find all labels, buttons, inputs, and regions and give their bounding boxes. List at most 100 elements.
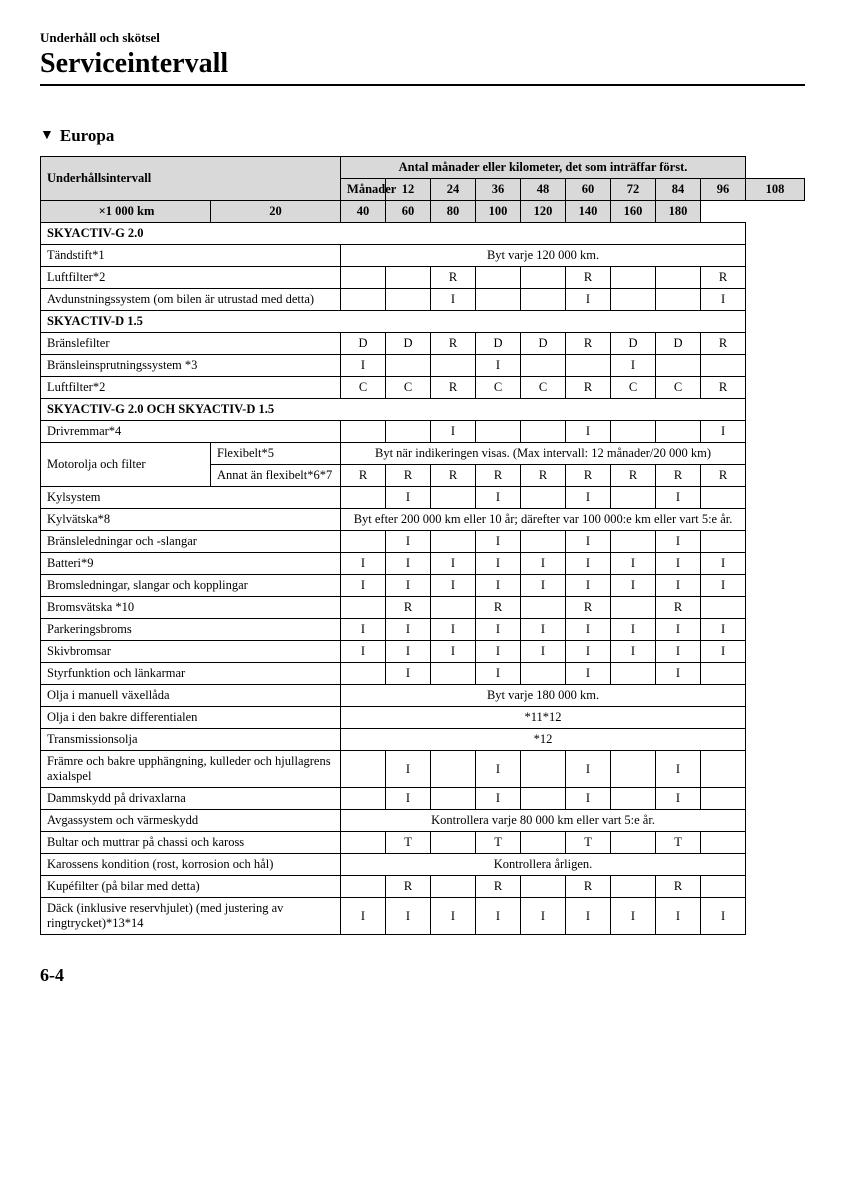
cell: R <box>566 876 611 898</box>
cell: I <box>521 619 566 641</box>
row-label: Bromsvätska *10 <box>41 597 341 619</box>
row-label: Luftfilter*2 <box>41 267 341 289</box>
cell: I <box>386 531 431 553</box>
cell <box>521 788 566 810</box>
cell: I <box>566 289 611 311</box>
cell: R <box>431 267 476 289</box>
row-label: Avdunstningssystem (om bilen är utrustad… <box>41 289 341 311</box>
maintenance-table: Underhållsintervall Antal månader eller … <box>40 156 805 935</box>
row-label: Dammskydd på drivaxlarna <box>41 788 341 810</box>
cell <box>701 663 746 685</box>
cell: D <box>521 333 566 355</box>
cell: R <box>701 377 746 399</box>
row-note: Byt varje 180 000 km. <box>341 685 746 707</box>
cell: I <box>566 575 611 597</box>
cell: I <box>701 641 746 663</box>
row-label: Olja i den bakre differentialen <box>41 707 341 729</box>
cell: D <box>476 333 521 355</box>
cell <box>341 289 386 311</box>
cell <box>701 751 746 788</box>
cell: I <box>566 421 611 443</box>
th-km: 120 <box>521 201 566 223</box>
section-label: Europa <box>60 126 115 146</box>
cell: R <box>656 876 701 898</box>
cell: I <box>431 421 476 443</box>
cell: I <box>431 553 476 575</box>
cell <box>611 788 656 810</box>
cell: I <box>611 553 656 575</box>
cell <box>386 421 431 443</box>
cell: I <box>476 575 521 597</box>
cell: D <box>611 333 656 355</box>
cell <box>701 597 746 619</box>
row-note: Byt efter 200 000 km eller 10 år; däreft… <box>341 509 746 531</box>
cell: I <box>701 553 746 575</box>
th-km: 20 <box>211 201 341 223</box>
group-header: SKYACTIV-G 2.0 <box>41 223 746 245</box>
cell: I <box>521 575 566 597</box>
row-note: *11*12 <box>341 707 746 729</box>
cell <box>431 663 476 685</box>
row-label: Transmissionsolja <box>41 729 341 751</box>
cell: T <box>656 832 701 854</box>
cell: R <box>566 333 611 355</box>
cell <box>521 355 566 377</box>
cell <box>341 751 386 788</box>
th-month: 48 <box>521 179 566 201</box>
cell <box>341 487 386 509</box>
cell <box>701 487 746 509</box>
cell <box>386 267 431 289</box>
cell: I <box>341 898 386 935</box>
cell: I <box>656 788 701 810</box>
cell <box>341 267 386 289</box>
cell: I <box>656 898 701 935</box>
cell <box>656 289 701 311</box>
cell: T <box>386 832 431 854</box>
cell: I <box>611 575 656 597</box>
th-km: 160 <box>611 201 656 223</box>
cell: I <box>341 641 386 663</box>
cell: I <box>431 575 476 597</box>
cell <box>611 289 656 311</box>
cell: R <box>341 465 386 487</box>
row-note: Byt när indikeringen visas. (Max interva… <box>341 443 746 465</box>
cell <box>701 531 746 553</box>
cell: R <box>611 465 656 487</box>
th-interval: Underhållsintervall <box>41 157 341 201</box>
row-label: Drivremmar*4 <box>41 421 341 443</box>
cell <box>521 832 566 854</box>
cell <box>701 876 746 898</box>
row-label: Bränslefilter <box>41 333 341 355</box>
cell <box>431 876 476 898</box>
cell: I <box>611 898 656 935</box>
cell: I <box>386 898 431 935</box>
cell: I <box>476 641 521 663</box>
th-month: 84 <box>656 179 701 201</box>
cell <box>431 355 476 377</box>
row-label: Karossens kondition (rost, korrosion och… <box>41 854 341 876</box>
header-rule <box>40 84 805 86</box>
group-header: SKYACTIV-G 2.0 OCH SKYACTIV-D 1.5 <box>41 399 746 421</box>
cell: I <box>476 898 521 935</box>
cell: I <box>476 788 521 810</box>
cell: R <box>701 333 746 355</box>
row-label: Kupéfilter (på bilar med detta) <box>41 876 341 898</box>
section-heading: ▼ Europa <box>40 126 805 146</box>
cell: R <box>566 597 611 619</box>
cell: I <box>476 531 521 553</box>
cell: R <box>656 597 701 619</box>
cell: R <box>701 465 746 487</box>
cell: I <box>521 553 566 575</box>
cell <box>431 597 476 619</box>
cell <box>431 751 476 788</box>
cell <box>611 267 656 289</box>
cell: I <box>431 289 476 311</box>
cell <box>611 531 656 553</box>
cell: R <box>386 597 431 619</box>
cell <box>521 597 566 619</box>
cell: I <box>386 619 431 641</box>
cell <box>521 289 566 311</box>
cell: I <box>386 553 431 575</box>
th-months-label: Månader <box>341 179 386 201</box>
th-month: 96 <box>701 179 746 201</box>
